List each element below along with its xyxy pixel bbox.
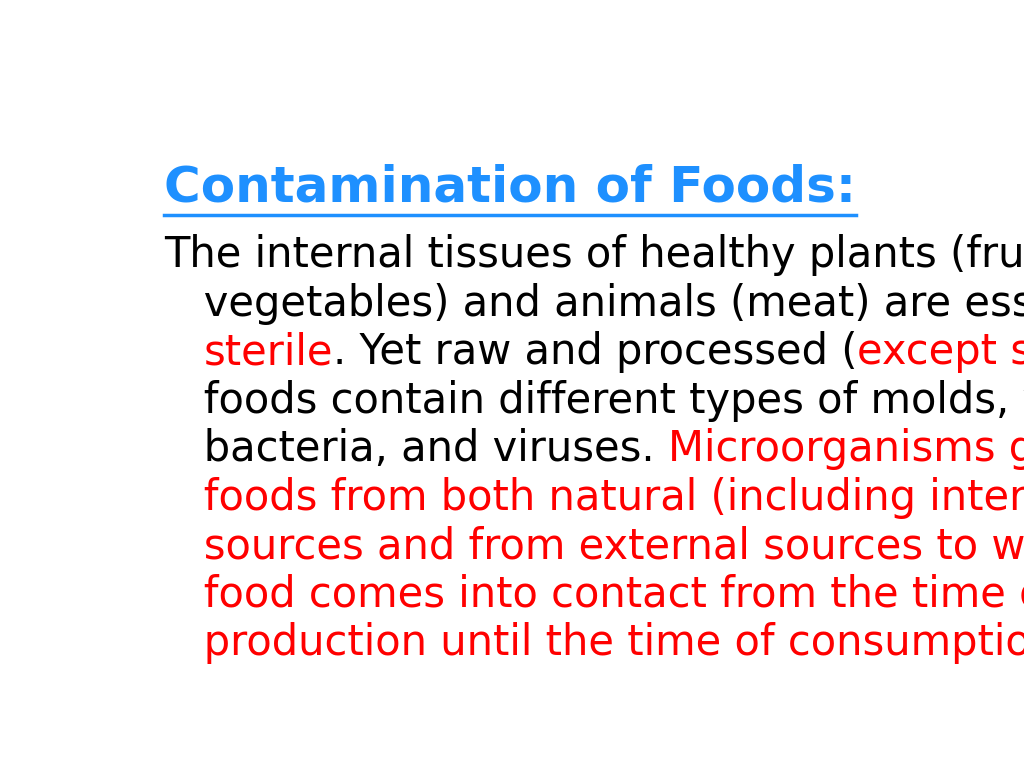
Text: sources and from external sources to which a: sources and from external sources to whi… — [164, 525, 1024, 567]
Text: . Yet raw and processed (: . Yet raw and processed ( — [333, 331, 857, 373]
Text: Contamination of Foods:: Contamination of Foods: — [164, 163, 856, 211]
Text: sterile: sterile — [204, 331, 333, 373]
Text: except sterile: except sterile — [857, 331, 1024, 373]
Text: bacteria, and viruses.: bacteria, and viruses. — [164, 428, 668, 470]
Text: vegetables) and animals (meat) are essentially: vegetables) and animals (meat) are essen… — [164, 283, 1024, 325]
Text: The internal tissues of healthy plants (fruits and: The internal tissues of healthy plants (… — [164, 234, 1024, 276]
Text: Microorganisms get into: Microorganisms get into — [668, 428, 1024, 470]
Text: foods contain different types of molds, yeasts,: foods contain different types of molds, … — [164, 379, 1024, 422]
Text: production until the time of consumption.: production until the time of consumption… — [164, 622, 1024, 664]
Text: foods from both natural (including internal): foods from both natural (including inter… — [164, 476, 1024, 518]
Text: food comes into contact from the time of: food comes into contact from the time of — [164, 574, 1024, 615]
